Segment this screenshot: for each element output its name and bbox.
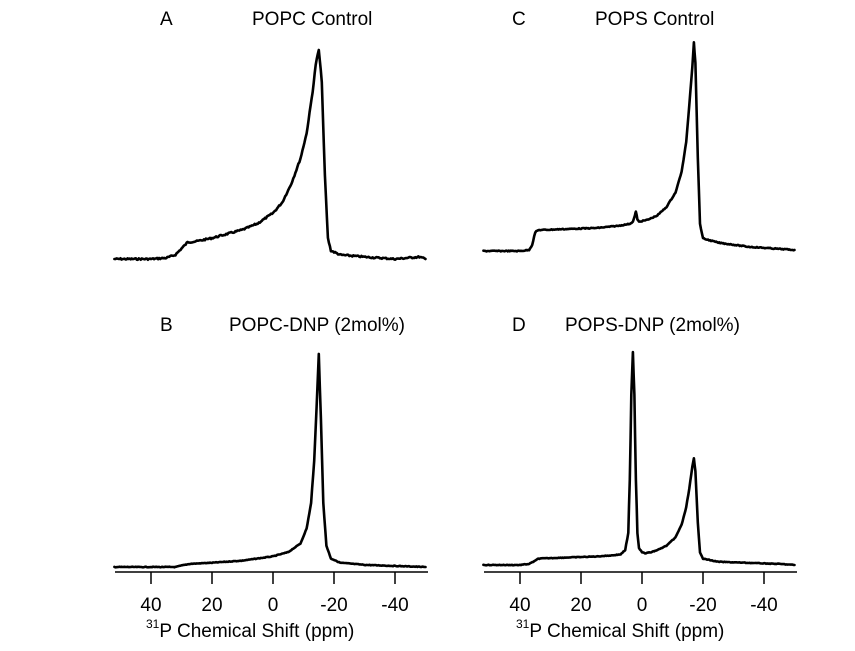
panel-letter-a: A [160,9,173,30]
panel-title-d: POPS-DNP (2mol%) [565,315,740,336]
panel-letter-b: B [160,315,173,336]
x-tick-label: 40 [509,595,530,616]
x-axis-title-main: P Chemical Shift (ppm) [529,621,724,642]
x-tick-label: -40 [381,595,408,616]
spectrum-trace-pops-dnp [482,350,796,567]
x-axis-title-main: P Chemical Shift (ppm) [159,621,354,642]
x-axis-title-right: 31P Chemical Shift (ppm) [516,617,724,642]
x-tick-label: 20 [201,595,222,616]
x-tick-label: 40 [140,595,161,616]
panel-title-b: POPC-DNP (2mol%) [229,315,405,336]
panel-title-a: POPC Control [252,9,372,30]
panel-letter-d: D [512,315,526,336]
x-axis-title-sup: 31 [146,617,160,631]
spectrum-trace-popc-dnp [113,352,427,569]
panel-title-c: POPS Control [595,9,714,30]
x-tick-label: 0 [637,595,648,616]
panel-letter-c: C [512,9,526,30]
x-axis-title-left: 31P Chemical Shift (ppm) [146,617,354,642]
x-axis-right: 40 20 0 -20 -40 [484,571,797,616]
x-tick-label: -20 [320,595,347,616]
x-tick-label: -40 [750,595,777,616]
x-tick-label: -20 [689,595,716,616]
x-axis-left: 40 20 0 -20 -40 [115,571,428,616]
spectrum-trace-popc-control [113,48,427,262]
x-axis-title-sup: 31 [516,617,530,631]
x-tick-label: 0 [268,595,279,616]
x-tick-label: 20 [570,595,591,616]
spectrum-trace-pops-control [482,41,796,253]
